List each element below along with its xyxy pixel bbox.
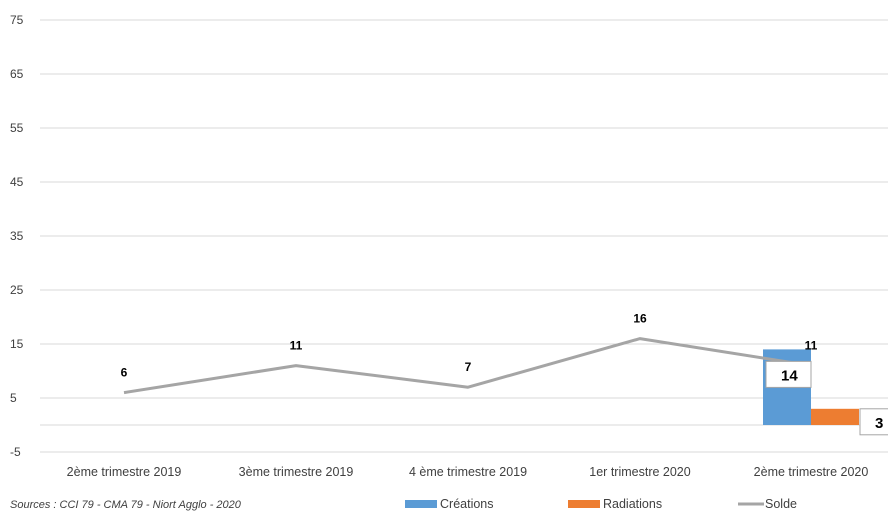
x-category-label: 2ème trimestre 2020 xyxy=(754,465,869,479)
legend-swatch xyxy=(405,500,437,508)
x-category-label: 1er trimestre 2020 xyxy=(589,465,690,479)
legend: Créations Radiations Solde xyxy=(405,497,797,511)
gridlines xyxy=(40,19,888,453)
bar-value-box xyxy=(859,408,888,436)
x-category-label: 4 ème trimestre 2019 xyxy=(409,465,527,479)
x-category-label: 3ème trimestre 2019 xyxy=(239,465,354,479)
bar-value-label: 3 xyxy=(875,415,883,432)
bar-radiations xyxy=(811,408,859,425)
legend-label: Solde xyxy=(765,497,797,511)
y-tick-label: 15 xyxy=(10,337,24,351)
legend-label: Créations xyxy=(440,497,494,511)
solde-data-label: 11 xyxy=(805,339,818,353)
legend-swatch xyxy=(568,500,600,508)
solde-data-label: 7 xyxy=(465,360,472,374)
solde-data-label: 11 xyxy=(290,339,303,353)
solde-data-label: 6 xyxy=(121,366,128,380)
y-tick-label: 65 xyxy=(10,67,24,81)
y-tick-label: 45 xyxy=(10,175,24,189)
solde-line xyxy=(123,337,812,395)
y-tick-label: 75 xyxy=(10,13,24,27)
x-axis-categories: 2ème trimestre 2019 3ème trimestre 2019 4 … xyxy=(67,465,869,479)
y-axis-ticks: -5 5 15 25 35 45 55 65 75 xyxy=(10,13,24,459)
source-note: Sources : CCI 79 - CMA 79 - Niort Agglo … xyxy=(10,499,242,511)
solde-data-label: 16 xyxy=(633,312,647,326)
x-category-label: 2ème trimestre 2019 xyxy=(67,465,182,479)
bar-value-box xyxy=(765,360,812,388)
y-tick-label: -5 xyxy=(10,445,21,459)
y-tick-label: 5 xyxy=(10,391,17,405)
y-tick-label: 55 xyxy=(10,121,24,135)
y-tick-label: 25 xyxy=(10,283,24,297)
bar-value-label: 14 xyxy=(781,367,798,384)
y-tick-label: 35 xyxy=(10,229,24,243)
data-labels: 14 3 6 11 7 16 11 xyxy=(121,312,888,436)
solde-line-group xyxy=(123,337,812,395)
legend-label: Radiations xyxy=(603,497,662,511)
